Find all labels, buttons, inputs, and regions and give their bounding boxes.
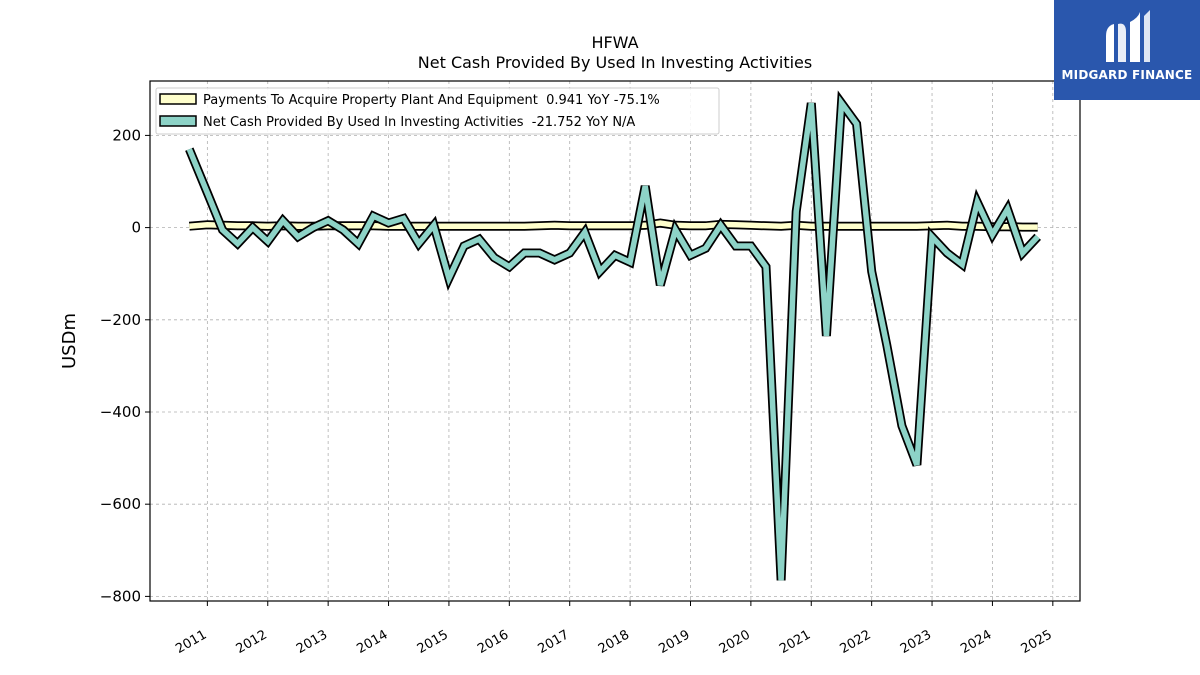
x-axis-ticks: 2011 2012 2013 2014 2015 2016 2017 2018 2019 2020… <box>173 601 1055 657</box>
plot-frame <box>149 80 1081 602</box>
legend-label-capex: Payments To Acquire Property Plant And E… <box>203 93 660 108</box>
legend: Payments To Acquire Property Plant And E… <box>155 87 720 135</box>
y-tick-label: 0 <box>131 219 141 237</box>
grid-lines <box>150 81 1080 601</box>
series-outline <box>185 90 1041 581</box>
x-tick-label: 2013 <box>294 627 330 657</box>
brand-mark-icon <box>1106 10 1150 63</box>
legend-box <box>155 87 720 135</box>
y-axis-label: USDm <box>59 313 80 369</box>
x-tick-label: 2016 <box>475 627 511 657</box>
y-tick-label: −200 <box>100 311 141 329</box>
x-tick-label: 2022 <box>837 627 873 657</box>
series-investing-line <box>185 90 1041 581</box>
legend-swatch-capex <box>159 93 197 105</box>
brand-name: MIDGARD FINANCE <box>1061 68 1193 82</box>
x-tick-label: 2023 <box>898 627 934 657</box>
y-tick-label: −400 <box>100 403 141 421</box>
x-tick-label: 2024 <box>958 627 994 657</box>
chart-title: HFWA <box>591 33 638 52</box>
x-tick-label: 2025 <box>1019 627 1055 657</box>
x-tick-label: 2012 <box>234 627 270 657</box>
x-tick-label: 2011 <box>173 627 209 657</box>
x-tick-label: 2014 <box>354 627 390 657</box>
series-layer <box>185 90 1041 581</box>
series-stroke <box>186 95 1040 581</box>
y-tick-label: −600 <box>100 495 141 513</box>
legend-swatch-investing <box>159 115 197 127</box>
brand-logo: MIDGARD FINANCE <box>1054 0 1200 100</box>
chart-subtitle: Net Cash Provided By Used In Investing A… <box>418 53 812 72</box>
x-tick-label: 2015 <box>415 627 451 657</box>
x-tick-label: 2018 <box>596 627 632 657</box>
legend-label-investing: Net Cash Provided By Used In Investing A… <box>203 115 635 130</box>
x-tick-label: 2017 <box>536 627 572 657</box>
y-tick-label: 200 <box>112 126 141 144</box>
y-tick-label: −800 <box>100 587 141 605</box>
x-tick-label: 2019 <box>656 627 692 657</box>
y-axis-ticks: 200 0 −200 −400 −600 −800 <box>100 126 150 605</box>
x-tick-label: 2020 <box>717 627 753 657</box>
x-tick-label: 2021 <box>777 627 813 657</box>
